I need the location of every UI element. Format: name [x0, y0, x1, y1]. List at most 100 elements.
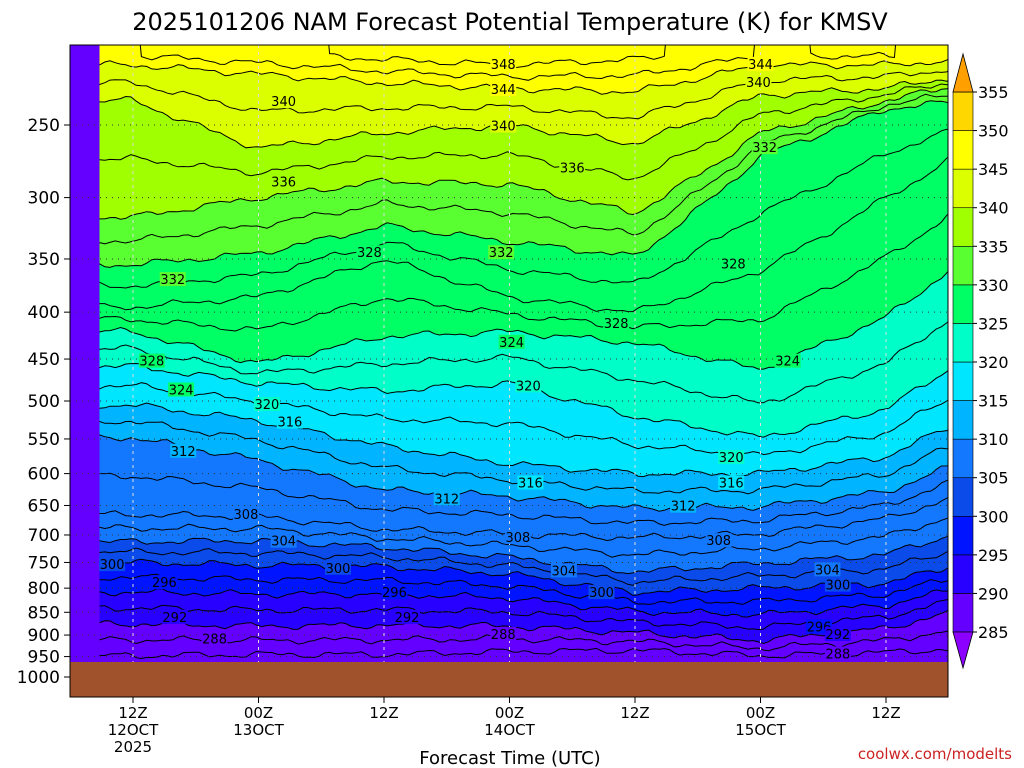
contour-label: 312 — [671, 500, 696, 515]
isentrope-344 — [99, 58, 948, 95]
y-tick-label: 350 — [28, 250, 60, 270]
contour-label-bg — [151, 575, 178, 590]
colorbar-label: 320 — [978, 353, 1009, 372]
contour-label: 340 — [271, 95, 296, 110]
isentrope-334 — [99, 93, 948, 245]
contour-label: 312 — [171, 445, 196, 460]
contour-label: 348 — [491, 58, 516, 73]
contour-label: 336 — [560, 162, 585, 177]
x-tick-label: 12OCT — [108, 721, 159, 739]
contour-label-bg — [381, 585, 408, 600]
isentrope-336 — [99, 88, 948, 220]
contour-label: 332 — [489, 246, 514, 261]
isentrope-304 — [99, 536, 948, 575]
contour-label: 344 — [491, 83, 516, 98]
contour-label-bg — [433, 491, 460, 506]
contour-label-bg — [603, 315, 630, 330]
contour-label-bg — [550, 563, 577, 578]
contour-label: 300 — [589, 586, 614, 601]
contour-label: 328 — [357, 246, 382, 261]
contour-label: 320 — [254, 398, 279, 413]
contour-label: 324 — [169, 384, 194, 399]
x-tick-label: 12Z — [620, 704, 649, 722]
contour-label: 332 — [160, 273, 185, 288]
contour-label: 332 — [752, 141, 777, 156]
isentrope-332 — [99, 100, 948, 268]
y-tick-label: 750 — [28, 553, 60, 573]
contour-label: 316 — [277, 416, 302, 431]
isentrope-316 — [99, 402, 948, 478]
ground-surface — [70, 662, 948, 697]
contour-label-bg — [488, 245, 515, 260]
y-tick-label: 400 — [28, 303, 60, 323]
contour-label-bg — [559, 160, 586, 175]
y-tick-label: 550 — [28, 430, 60, 450]
colorbar-label: 340 — [978, 199, 1009, 218]
colorbar: 285 290 295 300 305 310 315 320 325 330 335 340 345 3… — [952, 52, 1009, 670]
colorbar-bin — [952, 515, 974, 556]
credit-link[interactable]: coolwx.com/modelts — [858, 745, 1012, 763]
contour-label-bg — [161, 609, 188, 624]
contour-label-bg — [517, 475, 544, 490]
x-tick-label: 00Z — [746, 704, 775, 722]
y-tick-label: 600 — [28, 465, 60, 485]
contour-label: 300 — [825, 579, 850, 594]
contour-label-bg — [588, 585, 615, 600]
contour-label-bg — [270, 174, 297, 189]
y-tick-label: 1000 — [17, 668, 60, 688]
contour-label: 320 — [516, 379, 541, 394]
contour-label: 324 — [775, 355, 800, 370]
contour-label-bg — [774, 353, 801, 368]
isentrope-306 — [99, 517, 948, 558]
isentrope-318 — [99, 382, 948, 457]
contour-label-bg — [824, 646, 851, 661]
isentrope-310 — [99, 472, 948, 526]
isentrope-296 — [99, 588, 948, 618]
colorbar-bin — [952, 323, 974, 363]
x-tick-label: 14OCT — [484, 721, 535, 739]
contour-label: 304 — [551, 564, 576, 579]
contour-label-bg — [705, 533, 732, 548]
contour-label-bg — [138, 353, 165, 368]
contour-label-bg — [745, 75, 772, 90]
contour-label-bg — [504, 529, 531, 544]
contour-label-bg — [270, 533, 297, 548]
colorbar-bin — [952, 477, 974, 517]
contour-label-bg — [718, 450, 745, 465]
contour-label-bg — [270, 94, 297, 109]
contour-label: 340 — [491, 120, 516, 135]
colorbar-bin — [952, 400, 974, 440]
y-tick-label: 650 — [28, 496, 60, 516]
isentrope-328 — [99, 157, 948, 313]
colorbar-bin — [952, 207, 974, 247]
contour-label-bg — [747, 56, 774, 71]
chart-title: 2025101206 NAM Forecast Potential Temper… — [132, 8, 888, 36]
isentrope-338 — [99, 83, 948, 181]
colorbar-bin — [952, 168, 974, 209]
contour-label-bg — [490, 56, 517, 71]
contour-label-bg — [276, 414, 303, 429]
contour-label: 336 — [271, 176, 296, 191]
contour-label-bg — [490, 118, 517, 133]
colorbar-bin — [952, 130, 974, 170]
colorbar-label: 285 — [978, 623, 1009, 642]
contour-label: 296 — [152, 576, 177, 591]
isentrope-348 — [328, 45, 666, 69]
contour-label-bg — [498, 334, 525, 349]
contour-label-bg — [670, 498, 697, 513]
contour-label-bg — [159, 272, 186, 287]
colorbar-bin — [952, 361, 974, 401]
contour-label: 292 — [395, 611, 420, 626]
colorbar-bin — [952, 91, 974, 131]
contour-label: 320 — [719, 451, 744, 466]
contour-label: 292 — [825, 628, 850, 643]
y-axis: 250 300 350 400 450 500 550 600 650 700 750 800 850 9… — [17, 116, 70, 688]
y-tick-label: 250 — [28, 116, 60, 136]
contour-label: 344 — [748, 58, 773, 73]
contour-labels: 348 344 344 340 340 340 336 336 332 332 332 328 328 3… — [99, 56, 851, 662]
contour-label-bg — [490, 82, 517, 97]
contour-label: 328 — [721, 258, 746, 273]
y-tick-label: 850 — [28, 603, 60, 623]
